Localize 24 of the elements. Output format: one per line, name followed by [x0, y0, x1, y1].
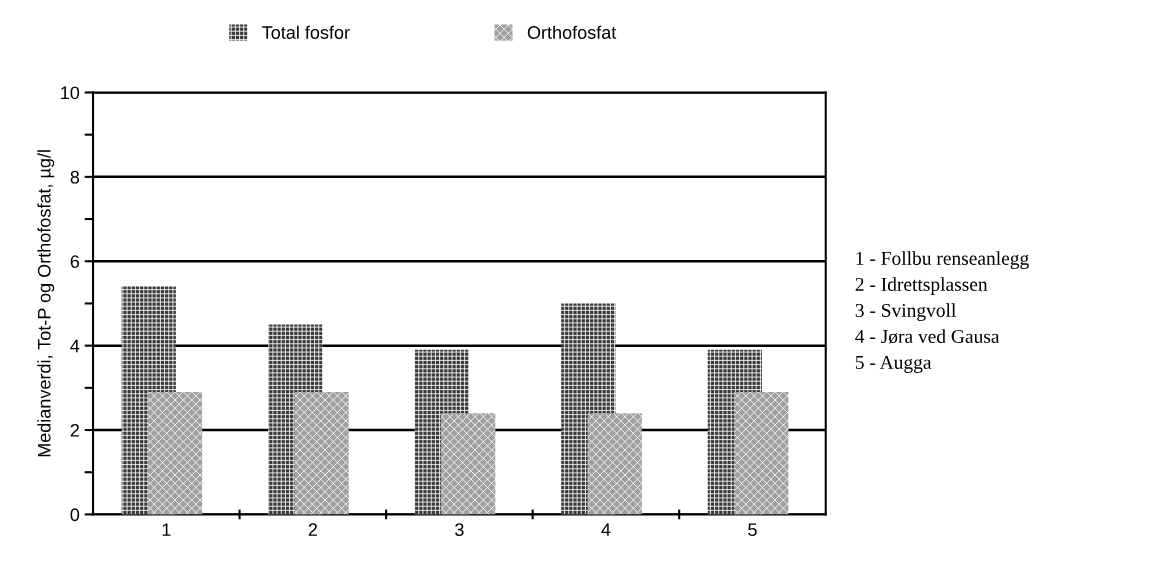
- x-tick-label: 3: [455, 523, 464, 537]
- x-tick-label: 4: [601, 523, 611, 536]
- x-tick-label: 5: [748, 523, 757, 537]
- y-tick-label: 10: [61, 86, 80, 100]
- legend-label: Orthofosfat: [527, 25, 617, 39]
- text: 3 - Svingvoll: [855, 303, 956, 321]
- y-tick-label: 4: [70, 339, 80, 353]
- y-tick-label: 2: [70, 423, 79, 437]
- bar: [734, 392, 789, 515]
- y-tick-label: 0: [70, 508, 80, 522]
- bar: [147, 392, 203, 515]
- x-tick-label: 1: [162, 523, 171, 536]
- text: 1 - Follbu renseanlegg: [856, 251, 1029, 269]
- bar: [441, 413, 496, 515]
- bar: [587, 413, 642, 515]
- x-tick-label: 2: [308, 523, 317, 536]
- text: 2 - Idrettsplassen: [855, 277, 988, 295]
- text: 5 - Augga: [855, 355, 932, 373]
- y-axis-title: Medianverdi, Tot-P og Orthofosfat, µg/l: [37, 150, 55, 457]
- y-tick-label: 6: [70, 255, 80, 268]
- legend-label: Total fosfor: [262, 25, 350, 39]
- bar: [294, 392, 349, 515]
- y-tick-label: 8: [70, 170, 80, 184]
- text: 4 - Jøra ved Gausa: [855, 329, 1000, 344]
